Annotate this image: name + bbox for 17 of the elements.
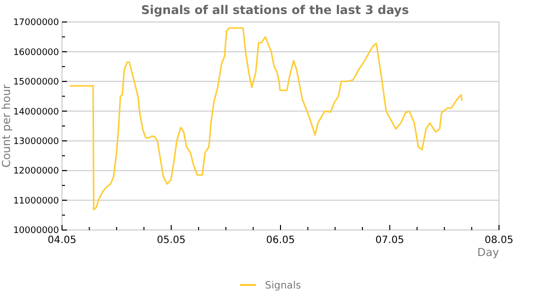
y-axis-title: Count per hour	[0, 84, 13, 168]
x-tick-label: 05.05	[156, 235, 186, 246]
y-tick-label: 12000000	[13, 166, 60, 177]
y-tick-label: 16000000	[13, 48, 60, 58]
x-tick-label: 08.05	[484, 235, 514, 246]
y-tick-label: 14000000	[13, 107, 60, 118]
x-tick-label: 07.05	[375, 235, 404, 246]
x-axis-title: Day	[477, 246, 500, 259]
y-tick-label: 13000000	[13, 137, 60, 148]
x-tick-label: 04.05	[48, 235, 76, 246]
y-tick-label: 11000000	[13, 196, 60, 206]
y-tick-label: 17000000	[13, 18, 60, 28]
y-tick-label: 15000000	[13, 78, 60, 88]
chart-title: Signals of all stations of the last 3 days	[141, 3, 409, 17]
y-tick-label: 10000000	[13, 226, 60, 236]
x-tick-label: 06.05	[266, 235, 295, 246]
legend-label: Signals	[265, 280, 301, 292]
